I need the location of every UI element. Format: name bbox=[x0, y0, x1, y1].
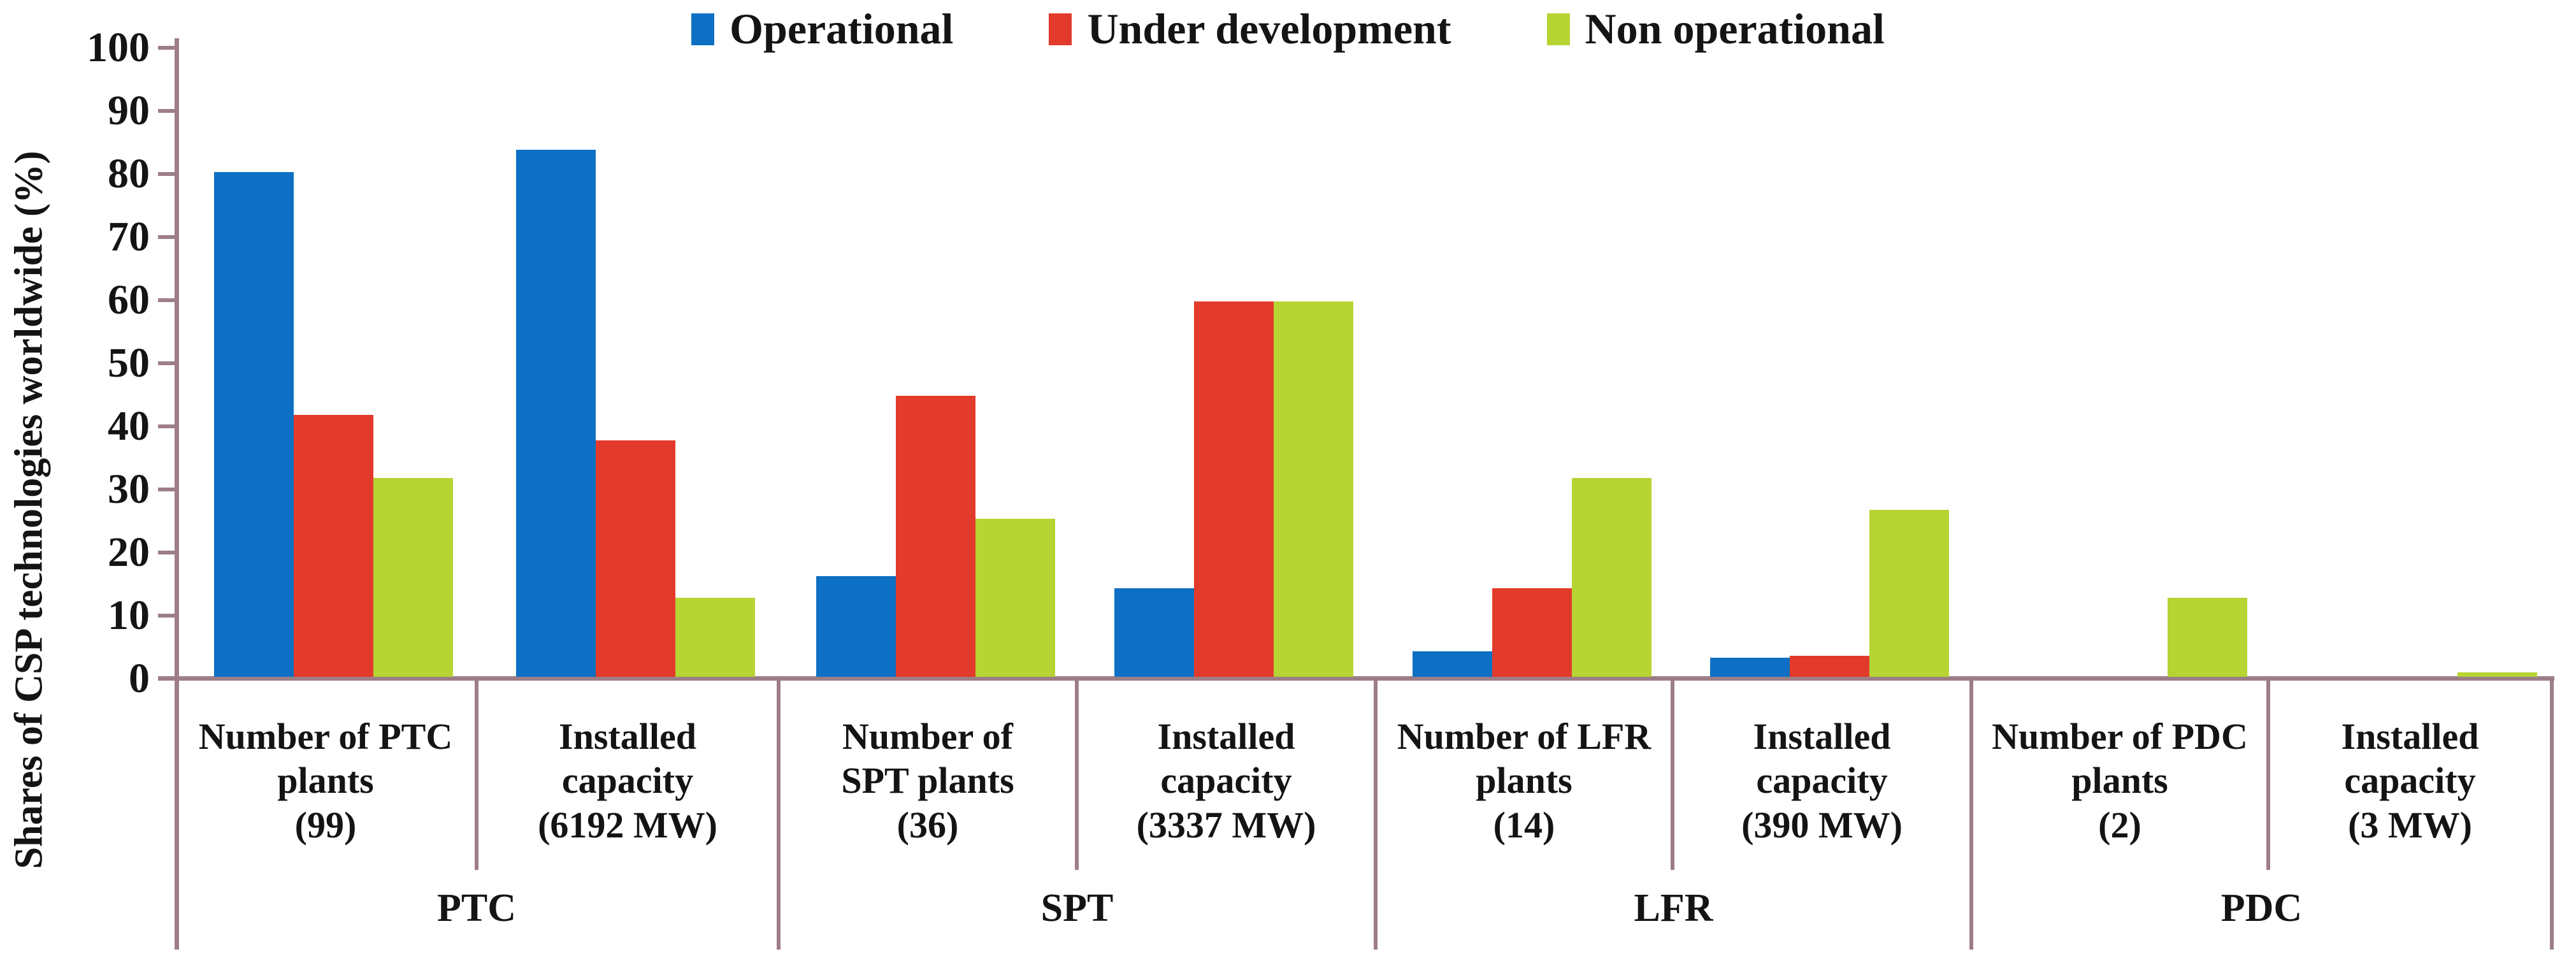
bar-non-operational-ptc-plants bbox=[373, 478, 453, 677]
bar-under-development-spt-plants bbox=[896, 396, 975, 677]
x-category-label-lfr-capacity: Installed capacity (390 MW) bbox=[1678, 691, 1966, 870]
y-tick-label-50: 50 bbox=[108, 340, 150, 386]
category-divider bbox=[1075, 679, 1079, 870]
y-axis-line bbox=[175, 38, 179, 950]
y-tick-10 bbox=[158, 614, 178, 618]
x-category-label-line: plants bbox=[2071, 760, 2168, 802]
x-category-label-line: (2) bbox=[2098, 804, 2141, 846]
x-category-label-line: Number of LFR bbox=[1397, 715, 1651, 757]
x-axis-line bbox=[158, 676, 2554, 681]
y-tick-label-10: 10 bbox=[108, 592, 150, 639]
bar-non-operational-ptc-capacity bbox=[675, 598, 755, 677]
y-tick-30 bbox=[158, 488, 178, 491]
x-category-label-lfr-plants: Number of LFR plants (14) bbox=[1381, 691, 1667, 870]
x-category-label-line: capacity bbox=[561, 760, 694, 802]
category-divider bbox=[1671, 679, 1674, 870]
x-category-label-line: Installed bbox=[559, 715, 696, 757]
y-tick-label-0: 0 bbox=[129, 655, 150, 702]
x-category-label-line: capacity bbox=[1756, 760, 1888, 802]
legend-item-non-operational: Non operational bbox=[1546, 4, 1885, 54]
x-category-label-ptc-capacity: Installed capacity (6192 MW) bbox=[482, 691, 774, 870]
x-group-label-pdc: PDC bbox=[2220, 887, 2303, 930]
bar-under-development-ptc-plants bbox=[294, 415, 373, 677]
legend-swatch-operational bbox=[691, 13, 715, 45]
x-category-label-line: plants bbox=[1476, 760, 1572, 802]
x-category-label-line: Number of bbox=[842, 715, 1013, 757]
x-category-label-line: (99) bbox=[294, 804, 357, 846]
x-category-label-line: plants bbox=[277, 760, 374, 802]
y-tick-80 bbox=[158, 172, 178, 176]
group-divider bbox=[1969, 679, 1973, 950]
x-category-label-line: Installed bbox=[1753, 715, 1891, 757]
bar-under-development-ptc-capacity bbox=[596, 440, 675, 677]
y-tick-60 bbox=[158, 298, 178, 302]
bar-non-operational-spt-capacity bbox=[1274, 301, 1353, 677]
bar-under-development-lfr-capacity bbox=[1790, 656, 1869, 677]
y-tick-label-40: 40 bbox=[108, 403, 150, 449]
legend-label-operational: Operational bbox=[730, 4, 954, 53]
bar-non-operational-pdc-plants bbox=[2168, 598, 2247, 677]
x-category-label-line: Number of PTC bbox=[198, 715, 453, 757]
bar-under-development-spt-capacity bbox=[1194, 301, 1274, 677]
x-category-label-line: (36) bbox=[896, 804, 959, 846]
x-category-label-ptc-plants: Number of PTC plants (99) bbox=[180, 691, 471, 870]
group-divider bbox=[1374, 679, 1378, 950]
y-tick-70 bbox=[158, 235, 178, 239]
y-tick-100 bbox=[158, 46, 178, 50]
bar-operational-spt-plants bbox=[816, 576, 896, 677]
x-category-label-line: (3337 MW) bbox=[1136, 804, 1316, 846]
y-tick-label-90: 90 bbox=[108, 87, 150, 134]
bar-non-operational-lfr-capacity bbox=[1869, 510, 1949, 677]
category-divider bbox=[2266, 679, 2270, 870]
y-tick-20 bbox=[158, 551, 178, 554]
bar-non-operational-lfr-plants bbox=[1572, 478, 1651, 677]
bar-operational-lfr-plants bbox=[1413, 651, 1492, 677]
legend-swatch-under-development bbox=[1049, 13, 1072, 45]
x-category-label-line: capacity bbox=[1160, 760, 1292, 802]
group-divider bbox=[2550, 679, 2554, 950]
legend-label-non-operational: Non operational bbox=[1585, 4, 1885, 53]
y-tick-label-70: 70 bbox=[108, 213, 150, 260]
legend-item-under-development: Under development bbox=[1049, 4, 1451, 54]
y-tick-label-60: 60 bbox=[108, 277, 150, 323]
x-category-label-line: (14) bbox=[1493, 804, 1555, 846]
bar-non-operational-pdc-capacity bbox=[2457, 672, 2537, 677]
group-divider bbox=[777, 679, 781, 950]
chart-legend: Operational Under development Non operatio… bbox=[0, 4, 2576, 54]
x-category-label-pdc-plants: Number of PDC plants (2) bbox=[1976, 691, 2263, 870]
y-tick-label-100: 100 bbox=[87, 24, 150, 71]
y-tick-label-20: 20 bbox=[108, 529, 150, 575]
x-category-label-spt-capacity: Installed capacity (3337 MW) bbox=[1082, 691, 1371, 870]
x-category-label-spt-plants: Number of SPT plants (36) bbox=[784, 691, 1072, 870]
bar-operational-ptc-capacity bbox=[516, 150, 596, 677]
y-tick-label-80: 80 bbox=[108, 150, 150, 197]
bar-under-development-lfr-plants bbox=[1492, 588, 1572, 677]
x-category-label-line: Installed bbox=[2341, 715, 2479, 757]
y-tick-90 bbox=[158, 109, 178, 113]
bar-operational-ptc-plants bbox=[214, 172, 294, 677]
category-divider bbox=[475, 679, 479, 870]
x-category-label-line: (3 MW) bbox=[2348, 804, 2472, 846]
y-tick-label-30: 30 bbox=[108, 466, 150, 512]
bar-operational-spt-capacity bbox=[1114, 588, 1194, 677]
y-tick-50 bbox=[158, 361, 178, 365]
y-tick-40 bbox=[158, 424, 178, 428]
x-group-label-lfr: LFR bbox=[1634, 887, 1713, 930]
x-category-label-pdc-capacity: Installed capacity (3 MW) bbox=[2273, 691, 2547, 870]
bar-operational-lfr-capacity bbox=[1710, 658, 1790, 677]
x-category-label-line: Installed bbox=[1157, 715, 1295, 757]
x-group-label-ptc: PTC bbox=[437, 887, 516, 930]
x-category-label-line: Number of PDC bbox=[1992, 715, 2248, 757]
legend-swatch-non-operational bbox=[1546, 13, 1570, 45]
x-category-label-line: capacity bbox=[2344, 760, 2476, 802]
x-category-label-line: (6192 MW) bbox=[538, 804, 717, 846]
bar-non-operational-spt-plants bbox=[975, 519, 1055, 677]
x-group-label-spt: SPT bbox=[1040, 887, 1114, 930]
legend-label-under-development: Under development bbox=[1087, 4, 1451, 53]
x-category-label-line: (390 MW) bbox=[1741, 804, 1903, 846]
x-category-label-line: SPT plants bbox=[841, 760, 1014, 802]
legend-item-operational: Operational bbox=[691, 4, 953, 54]
